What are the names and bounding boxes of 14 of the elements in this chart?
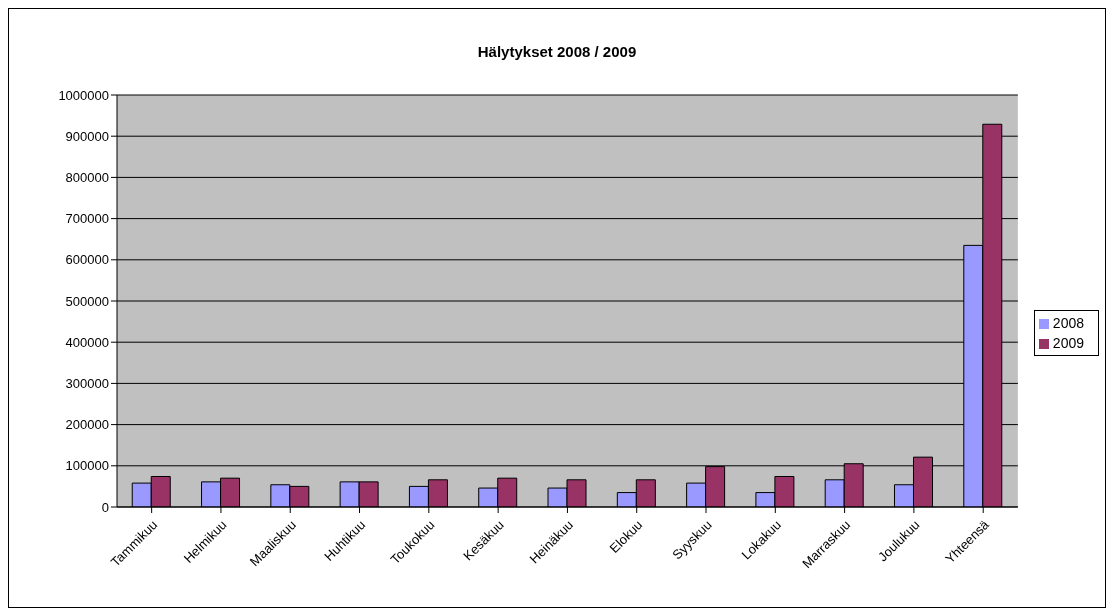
y-tick-label: 900000	[65, 128, 109, 144]
y-tick-label: 1000000	[58, 87, 109, 103]
y-tick-label: 600000	[65, 252, 109, 268]
y-tick-label: 0	[101, 499, 109, 515]
y-tick-label: 800000	[65, 170, 109, 186]
legend-label: 2008	[1052, 315, 1084, 331]
y-tick-label: 100000	[65, 458, 109, 474]
y-tick-label: 500000	[65, 293, 109, 309]
y-tick-label: 200000	[65, 417, 109, 433]
legend-label: 2009	[1052, 335, 1084, 351]
y-tick-label: 400000	[65, 334, 109, 350]
y-tick-label: 300000	[65, 376, 109, 392]
chart-title: Hälytykset 2008 / 2009	[476, 43, 638, 62]
y-tick-label: 700000	[65, 211, 109, 227]
